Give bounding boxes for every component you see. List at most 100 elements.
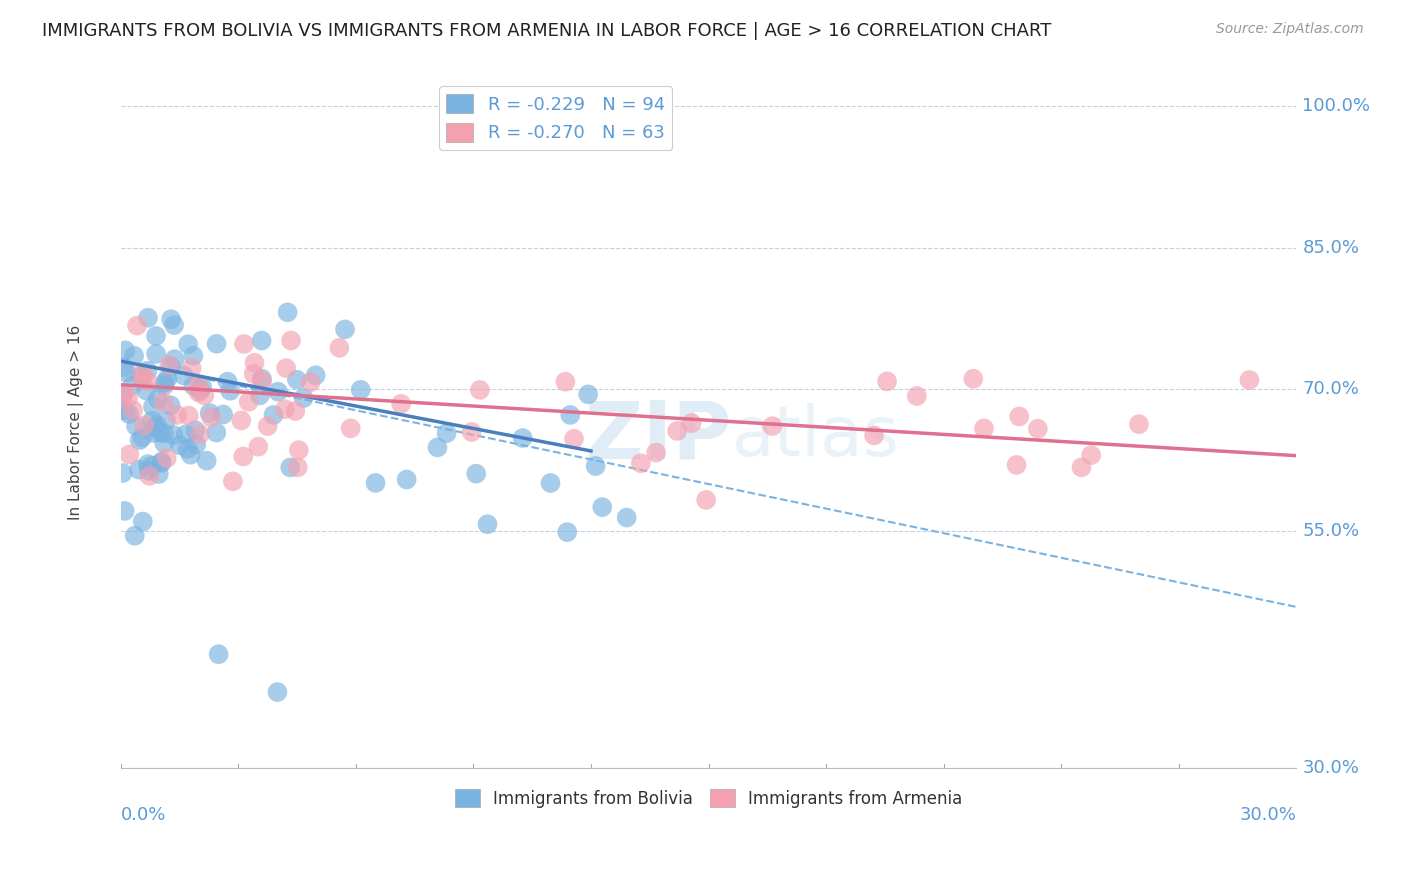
Point	[193, 388, 215, 402]
Point	[125, 419, 148, 434]
Point	[238, 394, 260, 409]
Point	[560, 408, 582, 422]
Point	[115, 366, 138, 380]
Point	[876, 375, 898, 389]
Text: 30.0%: 30.0%	[1302, 759, 1360, 777]
Point	[136, 457, 159, 471]
Text: atlas: atlas	[733, 403, 900, 470]
Point	[389, 397, 412, 411]
Point	[155, 413, 177, 427]
Point	[540, 475, 562, 490]
Point	[150, 455, 173, 469]
Point	[153, 378, 176, 392]
Text: 85.0%: 85.0%	[1302, 239, 1360, 257]
Point	[145, 329, 167, 343]
Point	[131, 366, 153, 380]
Point	[460, 425, 482, 439]
Point	[222, 475, 245, 489]
Point	[1026, 422, 1049, 436]
Point	[143, 420, 166, 434]
Point	[142, 425, 165, 440]
Point	[1005, 458, 1028, 472]
Point	[284, 404, 307, 418]
Point	[184, 423, 207, 437]
Point	[111, 389, 134, 403]
Point	[114, 504, 136, 518]
Point	[905, 389, 928, 403]
Point	[250, 372, 273, 386]
Point	[287, 460, 309, 475]
Point	[1128, 417, 1150, 432]
Point	[591, 500, 613, 515]
Text: 70.0%: 70.0%	[1302, 381, 1360, 399]
Point	[118, 448, 141, 462]
Point	[630, 456, 652, 470]
Point	[243, 356, 266, 370]
Point	[173, 368, 195, 383]
Point	[616, 510, 638, 524]
Point	[274, 402, 297, 417]
Point	[162, 428, 184, 442]
Point	[477, 517, 499, 532]
Point	[200, 410, 222, 425]
Point	[276, 361, 298, 376]
Point	[159, 399, 181, 413]
Point	[285, 373, 308, 387]
Point	[111, 466, 134, 480]
Point	[1239, 373, 1261, 387]
Point	[339, 421, 361, 435]
Point	[125, 318, 148, 333]
Point	[146, 392, 169, 406]
Point	[277, 305, 299, 319]
Text: 100.0%: 100.0%	[1302, 97, 1371, 115]
Point	[117, 391, 139, 405]
Point	[186, 437, 208, 451]
Point	[681, 416, 703, 430]
Point	[328, 341, 350, 355]
Point	[114, 403, 136, 417]
Point	[512, 431, 534, 445]
Point	[146, 417, 169, 432]
Point	[187, 385, 209, 400]
Point	[138, 469, 160, 483]
Point	[249, 388, 271, 402]
Point	[131, 430, 153, 444]
Point	[231, 413, 253, 427]
Point	[159, 359, 181, 374]
Point	[256, 419, 278, 434]
Point	[166, 408, 188, 422]
Text: ZIP: ZIP	[585, 397, 733, 475]
Point	[333, 322, 356, 336]
Point	[195, 453, 218, 467]
Point	[761, 419, 783, 434]
Point	[114, 343, 136, 358]
Point	[350, 383, 373, 397]
Point	[181, 378, 204, 392]
Point	[169, 438, 191, 452]
Point	[188, 384, 211, 398]
Point	[180, 448, 202, 462]
Point	[267, 384, 290, 399]
Point	[124, 529, 146, 543]
Point	[129, 369, 152, 384]
Point	[112, 386, 135, 401]
Point	[132, 418, 155, 433]
Point	[205, 425, 228, 440]
Point	[299, 376, 322, 390]
Point	[128, 433, 150, 447]
Point	[217, 375, 239, 389]
Point	[863, 428, 886, 442]
Text: Source: ZipAtlas.com: Source: ZipAtlas.com	[1216, 22, 1364, 37]
Point	[153, 376, 176, 390]
Point	[1080, 448, 1102, 462]
Point	[187, 378, 209, 392]
Point	[280, 334, 302, 348]
Point	[278, 460, 301, 475]
Point	[242, 367, 264, 381]
Point	[112, 360, 135, 375]
Point	[136, 374, 159, 388]
Point	[153, 436, 176, 450]
Point	[132, 515, 155, 529]
Point	[128, 463, 150, 477]
Point	[118, 407, 141, 421]
